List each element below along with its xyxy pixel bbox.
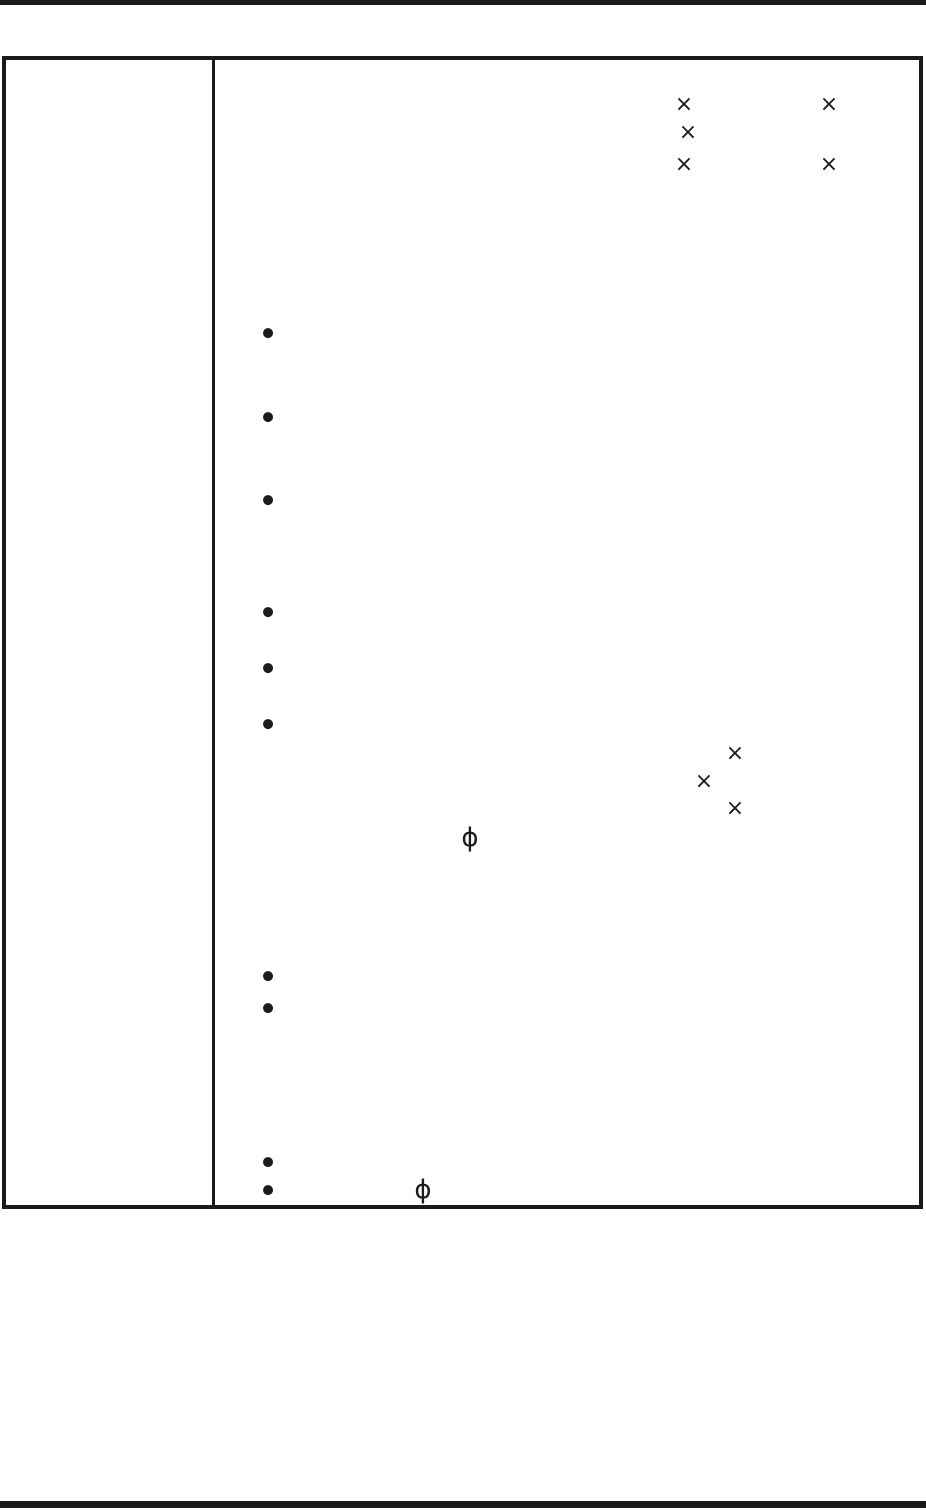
spec-table-label-cell (6, 60, 215, 1205)
page-top-rule (0, 0, 926, 5)
page-bottom-rule (0, 1501, 926, 1508)
spec-table-content-cell (215, 60, 919, 1205)
spec-table (2, 56, 923, 1209)
